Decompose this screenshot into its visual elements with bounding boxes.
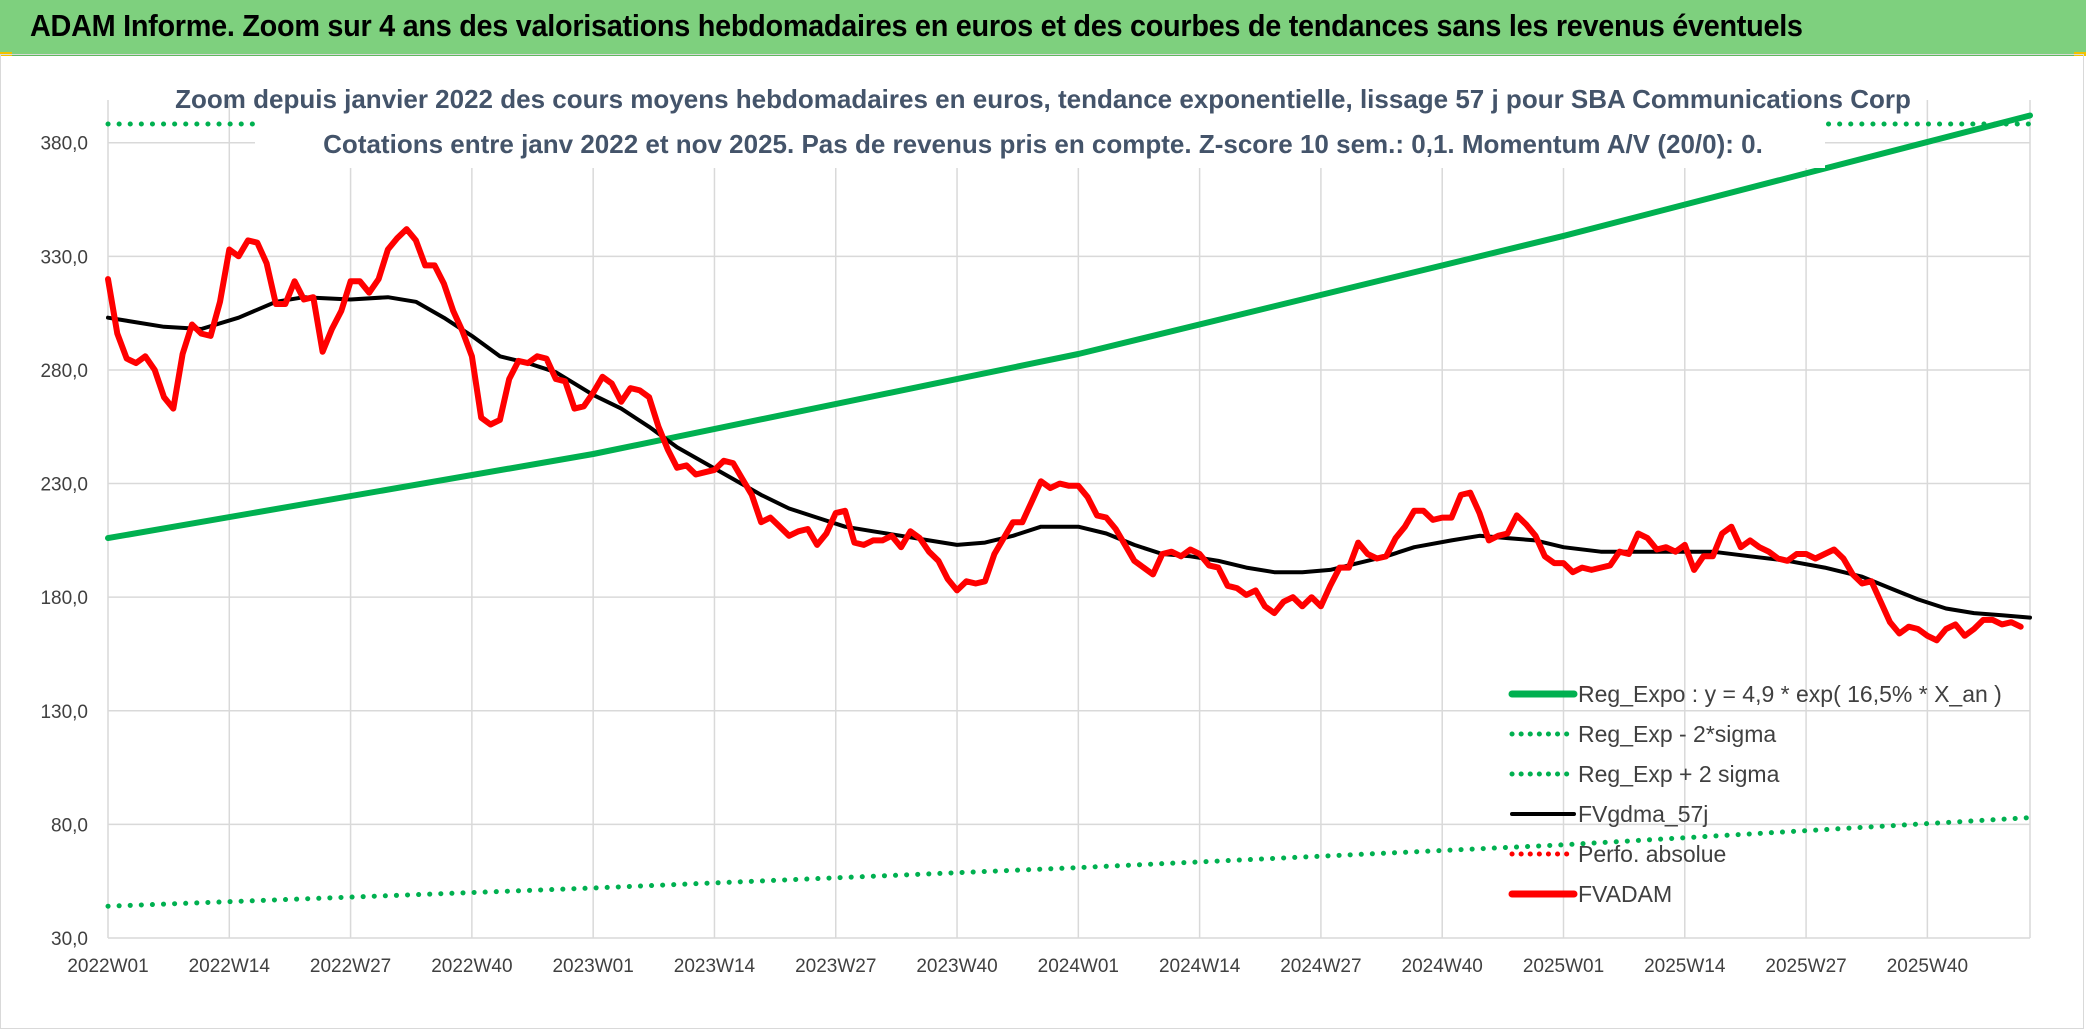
y-tick-label: 230,0 xyxy=(40,475,88,496)
x-tick-label: 2023W40 xyxy=(916,956,997,977)
series-group xyxy=(105,112,2033,909)
chart-frame xyxy=(0,54,2084,1029)
y-tick-label: 180,0 xyxy=(40,588,88,609)
series-reg-minus-2sigma xyxy=(105,815,2033,909)
x-tick-label: 2022W27 xyxy=(310,956,391,977)
chart-title-line-1: Zoom depuis janvier 2022 des cours moyen… xyxy=(175,84,1911,114)
y-tick-label: 380,0 xyxy=(40,134,88,155)
y-tick-label: 30,0 xyxy=(51,929,88,950)
title-background xyxy=(255,78,1825,168)
x-tick-label: 2023W01 xyxy=(552,956,633,977)
x-tick-label: 2025W27 xyxy=(1765,956,1846,977)
y-tick-label: 80,0 xyxy=(51,815,88,836)
x-axis-ticks: 2022W01 2022W14 2022W27 2022W40 2023W01 2023W… xyxy=(67,956,1968,977)
report-title: ADAM Informe. Zoom sur 4 ans des valoris… xyxy=(30,8,1803,43)
legend-label: Perfo. absolue xyxy=(1578,841,1726,867)
x-tick-label: 2022W01 xyxy=(67,956,148,977)
x-tick-label: 2022W14 xyxy=(189,956,271,977)
x-tick-label: 2025W40 xyxy=(1887,956,1968,977)
legend-label: Reg_Exp - 2*sigma xyxy=(1578,721,1776,747)
x-tick-label: 2024W40 xyxy=(1402,956,1483,977)
series-fvgdma-57j xyxy=(106,295,2032,620)
y-tick-label: 330,0 xyxy=(40,247,88,268)
legend-label: FVADAM xyxy=(1578,881,1672,907)
grid-lines xyxy=(107,100,2031,939)
x-tick-label: 2022W40 xyxy=(431,956,512,977)
report-header: ADAM Informe. Zoom sur 4 ans des valoris… xyxy=(0,0,2086,56)
series-fvadam xyxy=(105,226,2024,644)
y-axis-ticks: 30,0 80,0 130,0 180,0 230,0 280,0 330,0 380,0 xyxy=(40,134,88,950)
x-tick-label: 2023W27 xyxy=(795,956,876,977)
chart-title-line-2: Cotations entre janv 2022 et nov 2025. P… xyxy=(323,129,1763,159)
chart-legend: Reg_Expo : y = 4,9 * exp( 16,5% * X_an )… xyxy=(1508,681,2002,907)
x-tick-label: 2024W27 xyxy=(1280,956,1361,977)
legend-label: Reg_Exp + 2 sigma xyxy=(1578,761,1780,787)
x-tick-label: 2025W01 xyxy=(1523,956,1604,977)
x-tick-label: 2023W14 xyxy=(674,956,756,977)
x-tick-label: 2025W14 xyxy=(1644,956,1726,977)
legend-label: Reg_Expo : y = 4,9 * exp( 16,5% * X_an ) xyxy=(1578,681,2002,707)
series-reg-expo xyxy=(105,112,2033,542)
y-tick-label: 280,0 xyxy=(40,361,88,382)
y-tick-label: 130,0 xyxy=(40,702,88,723)
x-tick-label: 2024W14 xyxy=(1159,956,1241,977)
legend-label: FVgdma_57j xyxy=(1578,801,1708,827)
x-tick-label: 2024W01 xyxy=(1038,956,1119,977)
